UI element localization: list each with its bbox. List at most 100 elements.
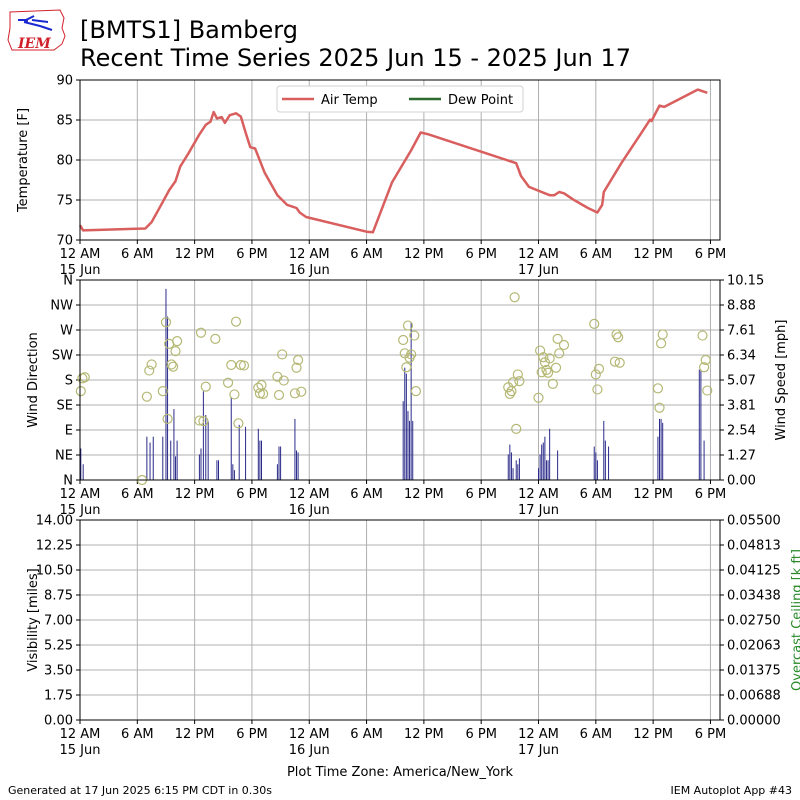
- y2-tick-label: 0.02063: [727, 639, 781, 654]
- x-tick-label: 6 AM: [121, 487, 154, 502]
- x-tick-label: 6 AM: [580, 487, 613, 502]
- wind-direction-point: [194, 415, 205, 426]
- x-tick-label: 12 PM: [175, 487, 215, 502]
- y-tick-label: 85: [56, 114, 73, 129]
- wind-direction-point: [278, 375, 289, 386]
- y-tick-label: 10.50: [36, 564, 73, 579]
- x-tick-label: 12 PM: [633, 727, 673, 742]
- y-tick-label: W: [60, 324, 73, 339]
- y2-tick-label: 1.27: [727, 449, 756, 464]
- wind-direction-point: [146, 359, 157, 370]
- y2-tick-label: 0.05500: [727, 514, 781, 529]
- wind-direction-point: [514, 376, 525, 387]
- wind-direction-point: [157, 386, 168, 397]
- y-tick-label: 90: [56, 74, 73, 89]
- wind-direction-point: [210, 333, 221, 344]
- y-tick-label: 75: [56, 194, 73, 209]
- generated-note: Generated at 17 Jun 2025 6:15 PM CDT in …: [8, 784, 273, 797]
- y-axis-label: Wind Direction: [26, 332, 41, 428]
- logo-text: IEM: [18, 36, 51, 52]
- wind-direction-point: [291, 362, 302, 373]
- y2-tick-label: 0.02750: [727, 614, 781, 629]
- legend: Air Temp Dew Point: [276, 85, 524, 113]
- y-tick-label: 14.00: [36, 514, 73, 529]
- plot-frame: [79, 519, 721, 721]
- x-tick-label: 6 AM: [121, 247, 154, 262]
- x-tick-sublabel: 17 Jun: [518, 263, 559, 278]
- wind-direction-point: [609, 356, 621, 367]
- y-tick-label: N: [63, 474, 73, 489]
- x-tick-label: 12 PM: [633, 487, 673, 502]
- wind-direction-point: [552, 333, 563, 344]
- x-tick-label: 12 PM: [633, 247, 673, 262]
- x-tick-label: 12 AM: [60, 487, 101, 502]
- y-tick-label: 70: [56, 234, 73, 249]
- wind-direction-point: [166, 359, 177, 370]
- visibility-panel: 0.00 1.75 3.50 5.25 7.00 8.75 10.50 12.25 14.00 0…: [26, 514, 800, 781]
- y-tick-label: 80: [56, 154, 73, 169]
- wind-direction-point: [511, 423, 522, 434]
- wind-direction-point: [536, 367, 547, 378]
- x-tick-sublabel: 16 Jun: [289, 743, 330, 758]
- wind-direction-point: [277, 349, 288, 360]
- y2-tick-label: 7.61: [727, 324, 756, 339]
- x-tick-label: 6 PM: [465, 487, 496, 502]
- wind-direction-point: [296, 386, 307, 397]
- y-tick-label: 3.50: [44, 664, 73, 679]
- chart-title-station: [BMTS1] Bamberg: [80, 16, 298, 44]
- y2-tick-label: 0.00000: [727, 714, 781, 729]
- wind-direction-point: [592, 384, 603, 395]
- wind-direction-point: [238, 360, 250, 371]
- wind-direction-point: [289, 388, 301, 399]
- wind-direction-point: [410, 386, 422, 397]
- y-tick-label: SE: [57, 399, 73, 414]
- wind-direction-point: [614, 357, 625, 368]
- wind-direction-point: [402, 320, 414, 331]
- y2-tick-label: 6.34: [727, 349, 756, 364]
- y2-tick-label: 2.54: [727, 424, 756, 439]
- wind-panel: N NE E SE S SW W NW N 0.00 1.27 2.54 3.81 5.07 6.34 7.6…: [26, 274, 789, 519]
- y2-tick-label: 0.00688: [727, 689, 781, 704]
- y-tick-label: NW: [50, 299, 73, 314]
- wind-direction-point: [141, 391, 152, 402]
- x-tick-label: 6 PM: [236, 247, 267, 262]
- x-axis-label: Plot Time Zone: America/New_York: [287, 765, 514, 780]
- y2-tick-label: 5.07: [727, 374, 756, 389]
- wind-direction-point: [409, 330, 420, 341]
- wind-direction-point: [554, 348, 565, 359]
- y-tick-label: 7.00: [44, 614, 73, 629]
- wind-direction-point: [170, 346, 181, 357]
- wind-direction-point: [198, 416, 209, 427]
- x-tick-label: 12 AM: [60, 247, 101, 262]
- wind-direction-point: [401, 362, 412, 373]
- iem-logo: IEM: [4, 6, 68, 52]
- x-tick-label: 6 PM: [695, 247, 726, 262]
- x-tick-label: 6 PM: [695, 727, 726, 742]
- wind-direction-point: [257, 388, 269, 399]
- wind-direction-point: [538, 352, 549, 363]
- wind-direction-point: [507, 377, 519, 388]
- wind-direction-point: [654, 402, 665, 413]
- wind-direction-point: [558, 339, 570, 351]
- plot-frame: [79, 279, 721, 481]
- wind-direction-point: [226, 359, 237, 371]
- x-tick-label: 12 AM: [289, 247, 330, 262]
- wind-direction-point: [698, 362, 710, 373]
- y2-tick-label: 0.03438: [727, 589, 781, 604]
- wind-direction-point: [504, 388, 515, 399]
- x-tick-label: 6 PM: [465, 247, 496, 262]
- x-tick-label: 6 PM: [236, 487, 267, 502]
- x-tick-sublabel: 17 Jun: [518, 503, 559, 518]
- x-tick-label: 12 AM: [60, 727, 101, 742]
- wind-direction-point: [611, 329, 622, 340]
- wind-direction-point: [172, 336, 183, 347]
- y-tick-label: 1.75: [44, 689, 73, 704]
- wind-direction-point: [550, 362, 562, 373]
- y2-tick-label: 0.04813: [727, 539, 781, 554]
- x-tick-label: 6 PM: [695, 487, 726, 502]
- y-tick-label: 0.00: [44, 714, 73, 729]
- x-tick-label: 6 PM: [465, 727, 496, 742]
- wind-direction-point: [162, 413, 173, 424]
- wind-direction-point: [534, 345, 546, 356]
- y-tick-label: 12.25: [36, 539, 73, 554]
